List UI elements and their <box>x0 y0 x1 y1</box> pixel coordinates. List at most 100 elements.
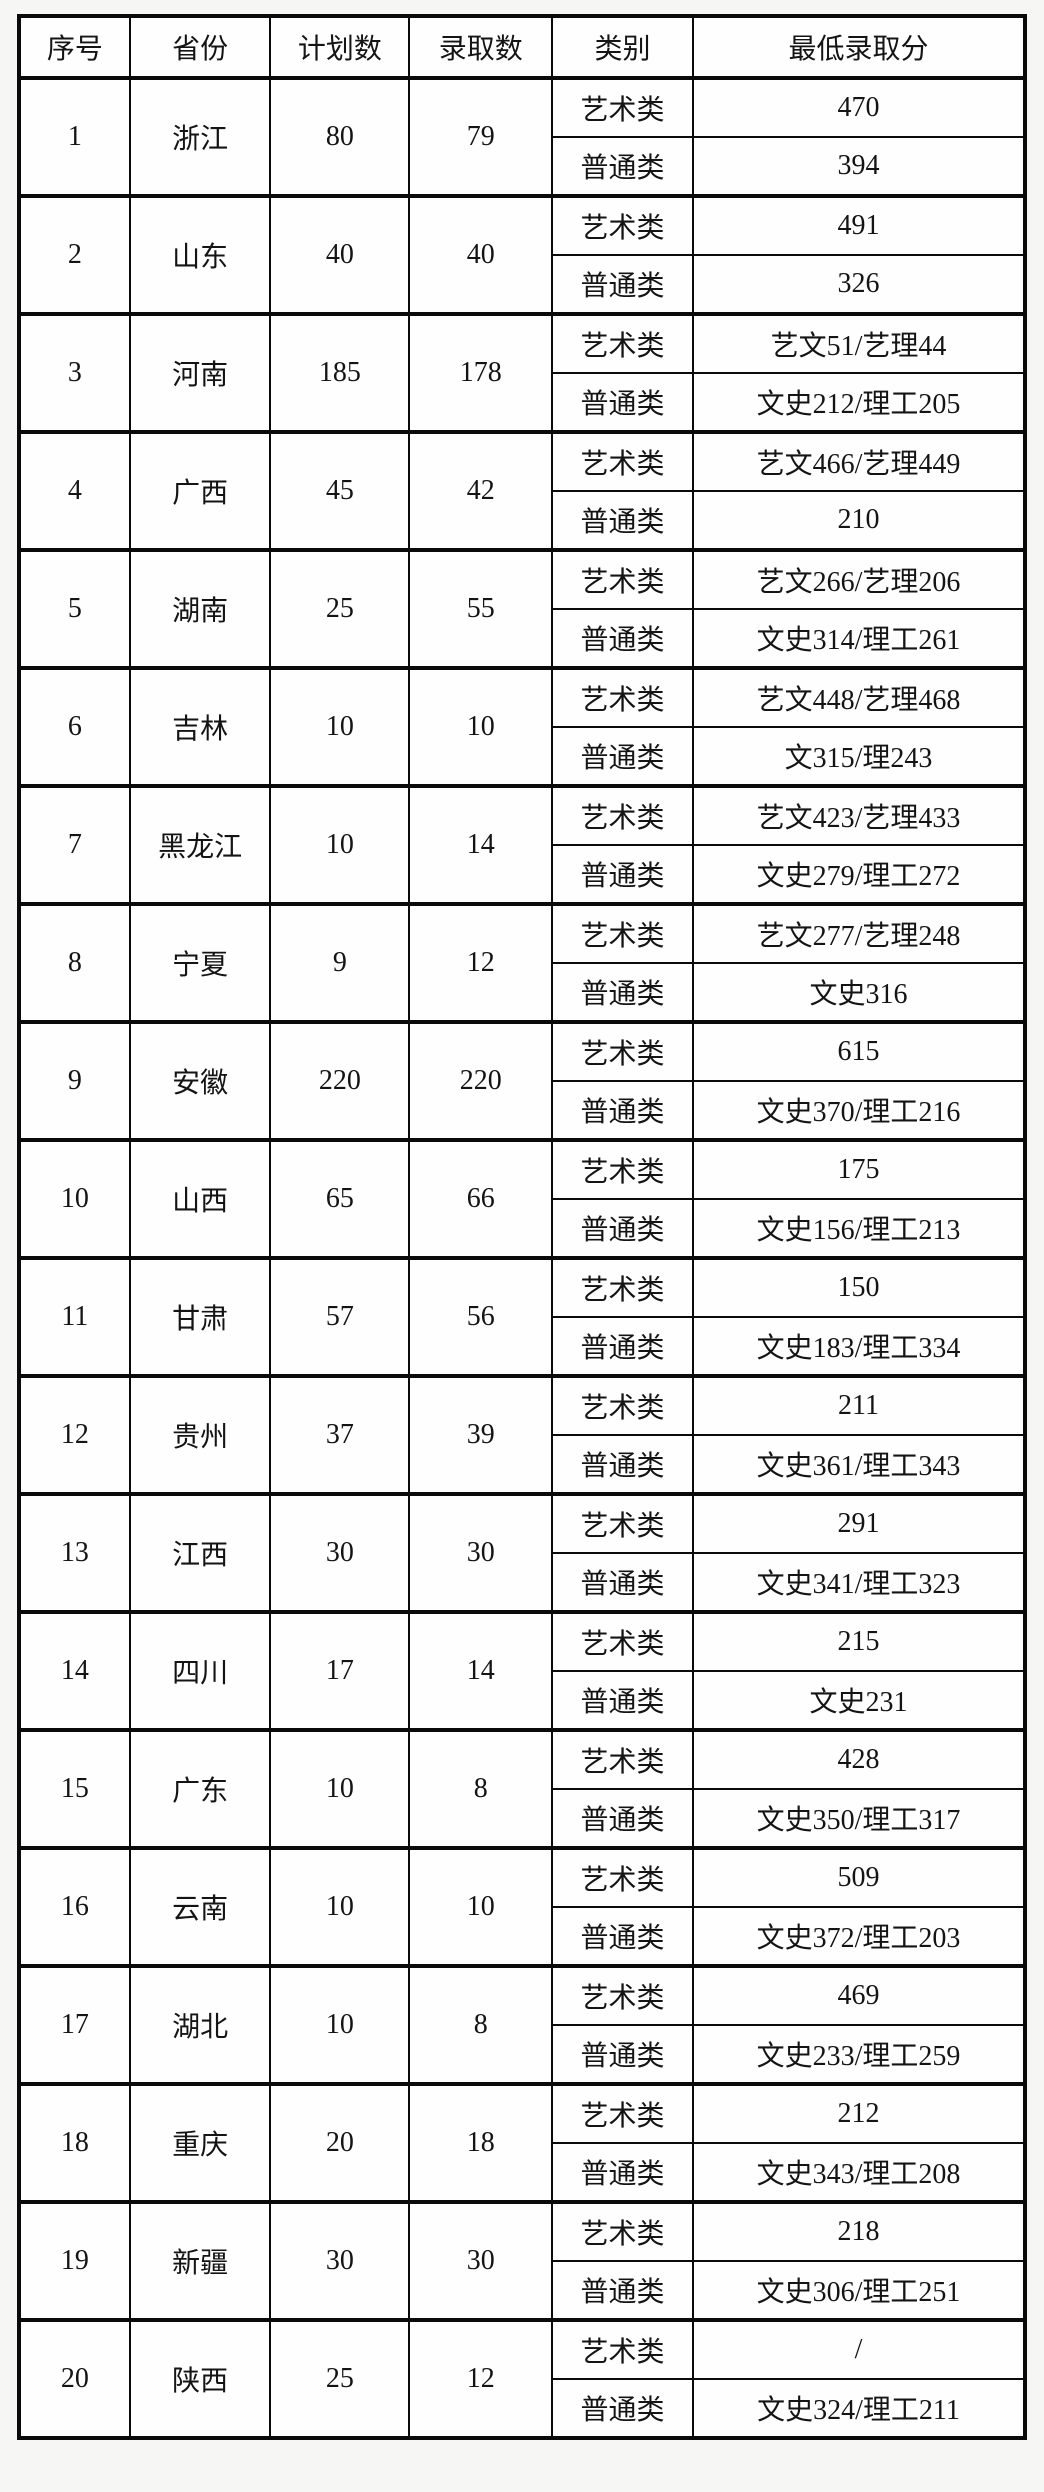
admitted-cell: 39 <box>408 1374 554 1495</box>
regular-score-cell: 210 <box>691 490 1027 551</box>
serial-cell: 3 <box>18 312 131 433</box>
province-row-regular: 普通类 文史314/理工261 <box>19 608 1027 669</box>
province-cell: 广东 <box>128 1728 272 1849</box>
regular-score-cell: 文史279/理工272 <box>691 844 1027 905</box>
art-score-cell: 175 <box>691 1138 1027 1200</box>
regular-score-cell: 文史306/理工251 <box>691 2260 1027 2321</box>
admitted-cell: 30 <box>408 2200 554 2321</box>
serial-cell: 19 <box>18 2200 131 2321</box>
category-regular-cell: 普通类 <box>551 844 694 905</box>
art-score-cell: 艺文448/艺理468 <box>691 666 1027 728</box>
plan-cell: 57 <box>269 1256 411 1377</box>
category-regular-cell: 普通类 <box>551 2142 694 2203</box>
admitted-cell: 30 <box>408 1492 554 1613</box>
art-score-cell: 211 <box>691 1374 1027 1436</box>
admitted-cell: 10 <box>408 1846 554 1967</box>
serial-cell: 2 <box>18 194 131 315</box>
category-art-cell: 艺术类 <box>551 2200 694 2262</box>
province-row-art: 20 陕西 25 12 艺术类 / <box>18 2318 1027 2439</box>
category-art-cell: 艺术类 <box>551 1492 694 1554</box>
art-score-cell: / <box>691 2318 1027 2380</box>
art-score-cell: 491 <box>691 194 1027 256</box>
province-row-regular: 普通类 394 <box>19 136 1027 197</box>
admitted-cell: 42 <box>408 430 554 551</box>
serial-cell: 9 <box>18 1020 131 1141</box>
admitted-cell: 14 <box>408 784 554 905</box>
admitted-cell: 12 <box>408 2318 554 2439</box>
plan-cell: 25 <box>269 548 411 669</box>
regular-score-cell: 文史370/理工216 <box>691 1080 1027 1141</box>
province-row-regular: 普通类 文史370/理工216 <box>19 1080 1027 1141</box>
province-row-art: 19 新疆 30 30 艺术类 218 <box>18 2200 1027 2321</box>
category-art-cell: 艺术类 <box>551 1020 694 1082</box>
province-row-regular: 普通类 文史231 <box>19 1670 1027 1731</box>
admitted-cell: 12 <box>408 902 554 1023</box>
province-row-art: 4 广西 45 42 艺术类 艺文466/艺理449 <box>18 430 1027 551</box>
serial-cell: 14 <box>18 1610 131 1731</box>
header-plan: 计划数 <box>269 15 411 80</box>
category-regular-cell: 普通类 <box>551 372 694 433</box>
header-serial: 序号 <box>18 15 131 80</box>
admission-score-table: 序号 省份 计划数 录取数 类别 最低录取分 1 浙江 80 79 艺术类 470 普通类 3… <box>17 14 1027 2440</box>
serial-cell: 15 <box>18 1728 131 1849</box>
plan-cell: 30 <box>269 2200 411 2321</box>
header-province: 省份 <box>128 15 272 80</box>
province-row-art: 2 山东 40 40 艺术类 491 <box>18 194 1027 315</box>
province-row-regular: 普通类 文史183/理工334 <box>19 1316 1027 1377</box>
admitted-cell: 79 <box>408 76 554 197</box>
table-body: 1 浙江 80 79 艺术类 470 普通类 394 2 山东 40 40 艺术类 491 普通类 326 3 河… <box>18 76 1027 2439</box>
province-row-art: 3 河南 185 178 艺术类 艺文51/艺理44 <box>18 312 1027 433</box>
category-art-cell: 艺术类 <box>551 548 694 610</box>
plan-cell: 37 <box>269 1374 411 1495</box>
province-cell: 江西 <box>128 1492 272 1613</box>
plan-cell: 10 <box>269 666 411 787</box>
plan-cell: 185 <box>269 312 411 433</box>
province-row-art: 9 安徽 220 220 艺术类 615 <box>18 1020 1027 1141</box>
province-row-art: 13 江西 30 30 艺术类 291 <box>18 1492 1027 1613</box>
header-category: 类别 <box>551 15 694 80</box>
category-regular-cell: 普通类 <box>551 1080 694 1141</box>
regular-score-cell: 文史341/理工323 <box>691 1552 1027 1613</box>
province-cell: 贵州 <box>128 1374 272 1495</box>
province-row-regular: 普通类 文315/理243 <box>19 726 1027 787</box>
province-row-art: 6 吉林 10 10 艺术类 艺文448/艺理468 <box>18 666 1027 787</box>
plan-cell: 30 <box>269 1492 411 1613</box>
plan-cell: 10 <box>269 1846 411 1967</box>
province-row-art: 15 广东 10 8 艺术类 428 <box>18 1728 1027 1849</box>
art-score-cell: 212 <box>691 2082 1027 2144</box>
category-art-cell: 艺术类 <box>551 1610 694 1672</box>
serial-cell: 20 <box>18 2318 131 2439</box>
plan-cell: 10 <box>269 784 411 905</box>
serial-cell: 16 <box>18 1846 131 1967</box>
art-score-cell: 215 <box>691 1610 1027 1672</box>
province-cell: 四川 <box>128 1610 272 1731</box>
art-score-cell: 艺文51/艺理44 <box>691 312 1027 374</box>
plan-cell: 25 <box>269 2318 411 2439</box>
province-cell: 山东 <box>128 194 272 315</box>
category-art-cell: 艺术类 <box>551 76 694 138</box>
province-row-regular: 普通类 文史324/理工211 <box>19 2378 1027 2439</box>
plan-cell: 220 <box>269 1020 411 1141</box>
category-regular-cell: 普通类 <box>551 1198 694 1259</box>
province-row-art: 5 湖南 25 55 艺术类 艺文266/艺理206 <box>18 548 1027 669</box>
regular-score-cell: 394 <box>691 136 1027 197</box>
province-cell: 陕西 <box>128 2318 272 2439</box>
province-row-regular: 普通类 文史212/理工205 <box>19 372 1027 433</box>
regular-score-cell: 文史350/理工317 <box>691 1788 1027 1849</box>
category-art-cell: 艺术类 <box>551 1728 694 1790</box>
regular-score-cell: 文史314/理工261 <box>691 608 1027 669</box>
category-regular-cell: 普通类 <box>551 2260 694 2321</box>
admitted-cell: 40 <box>408 194 554 315</box>
province-cell: 河南 <box>128 312 272 433</box>
serial-cell: 4 <box>18 430 131 551</box>
province-row-art: 18 重庆 20 18 艺术类 212 <box>18 2082 1027 2203</box>
province-row-regular: 普通类 文史350/理工317 <box>19 1788 1027 1849</box>
province-cell: 山西 <box>128 1138 272 1259</box>
province-row-art: 16 云南 10 10 艺术类 509 <box>18 1846 1027 1967</box>
regular-score-cell: 文史324/理工211 <box>691 2378 1027 2439</box>
province-cell: 浙江 <box>128 76 272 197</box>
category-regular-cell: 普通类 <box>551 1434 694 1495</box>
serial-cell: 7 <box>18 784 131 905</box>
category-art-cell: 艺术类 <box>551 666 694 728</box>
province-cell: 云南 <box>128 1846 272 1967</box>
